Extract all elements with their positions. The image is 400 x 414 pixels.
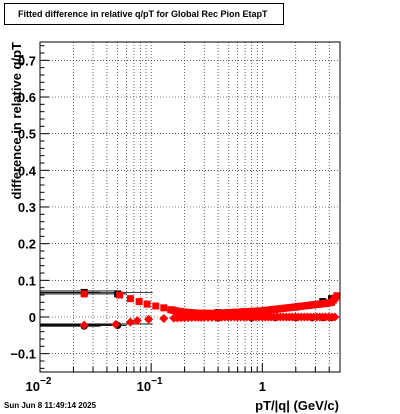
- data-point-square: [288, 303, 296, 311]
- y-tick-label: 0.4: [18, 163, 37, 178]
- chart-title-box: Fitted difference in relative q/pT for G…: [4, 3, 284, 25]
- data-point-diamond: [79, 320, 89, 330]
- data-point-diamond: [290, 312, 300, 322]
- data-point-square: [243, 308, 251, 316]
- data-point-diamond: [281, 312, 291, 322]
- y-tick-label: 0.6: [18, 90, 36, 105]
- grid: [40, 42, 340, 372]
- y-axis-label: difference in relative q/pT: [9, 42, 24, 200]
- data-point-diamond: [187, 312, 197, 322]
- data-point-diamond: [125, 317, 135, 327]
- data-point-diamond: [299, 312, 309, 322]
- y-tick-label: 0.5: [18, 127, 36, 142]
- data-point-square: [176, 308, 184, 316]
- y-tick-label: 0.7: [18, 53, 36, 68]
- data-point-square: [230, 308, 238, 316]
- data-point-square: [152, 302, 160, 310]
- data-point-diamond: [263, 312, 273, 322]
- data-point-square: [209, 309, 217, 317]
- data-point-square: [223, 309, 231, 317]
- axes: −0.100.10.20.30.40.50.60.710 −2 10 −1 1: [10, 45, 341, 394]
- data-point-diamond: [327, 312, 337, 322]
- data-point-diamond: [111, 319, 121, 329]
- data-point-square: [189, 309, 197, 317]
- data-point-square: [126, 295, 134, 303]
- data-point-square: [256, 307, 264, 315]
- data-point-square: [313, 300, 321, 308]
- data-point-square: [203, 309, 211, 317]
- data-point-diamond: [176, 313, 186, 323]
- y-tick-label: 0.1: [18, 273, 36, 288]
- x-tick-label: 10: [26, 379, 40, 394]
- data-point-diamond: [207, 312, 217, 322]
- data-point-square: [269, 306, 277, 314]
- timestamp: Sun Jun 8 11:49:14 2025: [4, 401, 97, 410]
- x-tick-label: 10: [137, 379, 151, 394]
- data-point-square: [326, 299, 334, 307]
- data-point-diamond: [132, 316, 142, 326]
- data-point-square: [160, 304, 168, 312]
- data-point-diamond: [318, 312, 328, 322]
- data-point-square: [135, 298, 143, 306]
- chart-title: Fitted difference in relative q/pT for G…: [18, 9, 268, 19]
- data-point-square: [282, 304, 290, 312]
- data-point-square: [80, 290, 88, 298]
- series-2: [80, 290, 341, 317]
- data-point-diamond: [226, 312, 236, 322]
- data-point-square: [276, 305, 284, 313]
- x-axis-label: pT/|q| (GeV/c): [255, 398, 339, 413]
- data-point-square: [171, 307, 179, 315]
- data-point-square: [300, 302, 308, 310]
- x-tick-label-exponent: −1: [151, 376, 163, 387]
- data-point-diamond: [254, 312, 264, 322]
- data-point-square: [196, 309, 204, 317]
- data-point-diamond: [272, 312, 282, 322]
- data-point-diamond: [144, 314, 154, 324]
- y-tick-label: 0.2: [18, 237, 36, 252]
- x-tick-label: 1: [259, 379, 266, 394]
- data-point-square: [263, 306, 271, 314]
- data-point-square: [236, 308, 244, 316]
- series-3: [79, 312, 340, 330]
- data-point-diamond: [236, 312, 246, 322]
- data-point-square: [249, 307, 257, 315]
- data-point-diamond: [217, 312, 227, 322]
- data-point-diamond: [196, 312, 206, 322]
- data-point-diamond: [309, 312, 319, 322]
- data-point-square: [331, 294, 339, 302]
- data-point-square: [116, 291, 124, 299]
- series-layer: [40, 288, 341, 330]
- data-point-square: [294, 303, 302, 311]
- y-tick-label: −0.1: [10, 347, 36, 362]
- data-point-square: [319, 300, 327, 308]
- data-point-diamond: [245, 312, 255, 322]
- data-point-square: [183, 308, 191, 316]
- y-tick-label: 0: [29, 310, 36, 325]
- data-point-square: [143, 300, 151, 308]
- data-point-square: [216, 309, 224, 317]
- data-point-square: [307, 301, 315, 309]
- y-tick-label: 0.3: [18, 200, 36, 215]
- data-point-diamond: [159, 313, 169, 323]
- x-tick-label-exponent: −2: [40, 376, 52, 387]
